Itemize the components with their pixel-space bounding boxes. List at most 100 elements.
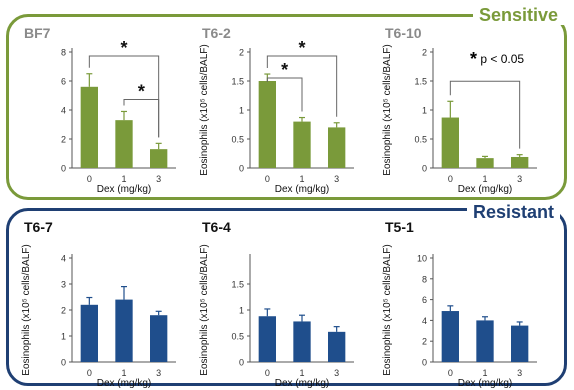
- y-tick-label: 1: [239, 306, 244, 316]
- x-axis-label: Dex (mg/kg): [97, 184, 151, 195]
- bar: [115, 299, 133, 362]
- chart-t6-7: T6-7 Eosinophils (x10⁵ cells/BALF) 0 1 2 3 4 0 1…: [21, 219, 176, 389]
- bar: [150, 149, 168, 168]
- y-axis-label: Eosinophils (x10⁵ cells/BALF): [382, 244, 393, 375]
- significance-bracket: [449, 80, 521, 149]
- y-tick-label: 0: [239, 358, 244, 368]
- y-tick-label: 0: [61, 164, 66, 174]
- significance-note: * p < 0.05: [470, 49, 524, 70]
- y-axis-label: Eosinophils (x10⁵ cells/BALF): [199, 44, 210, 175]
- x-axis-label: Dex (mg/kg): [97, 378, 151, 389]
- y-tick-label: 2: [422, 48, 427, 58]
- x-tick-label: 1: [482, 174, 487, 184]
- y-tick-label: 0: [422, 358, 427, 368]
- bar: [293, 321, 311, 362]
- significance-star: *: [138, 81, 145, 101]
- y-axis-label: Eosinophils (x10⁵ cells/BALF): [199, 244, 210, 375]
- x-tick-label: 1: [299, 368, 304, 378]
- y-tick-label: 2: [61, 306, 66, 316]
- y-axis-label: Eosinophils (x10⁵ cells/BALF): [21, 244, 32, 375]
- y-tick-label: 1: [422, 106, 427, 116]
- y-tick-label: 1.5: [231, 77, 244, 87]
- bar: [476, 320, 494, 362]
- bar: [80, 86, 98, 168]
- x-tick-label: 3: [156, 368, 161, 378]
- y-tick-label: 2: [61, 135, 66, 145]
- x-tick-label: 0: [87, 174, 92, 184]
- chart-title: T6-7: [24, 219, 53, 235]
- x-axis-label: Dex (mg/kg): [275, 184, 329, 195]
- resistant-label: Resistant: [466, 202, 560, 222]
- bar: [115, 120, 133, 168]
- y-tick-label: 0: [61, 358, 66, 368]
- bar: [328, 127, 346, 168]
- chart-title: T6-10: [385, 25, 422, 41]
- x-tick-label: 1: [482, 368, 487, 378]
- chart-t6-10: T6-10 Eosinophils (x10⁵ cells/BALF) 0 0.5 1 1…: [382, 25, 537, 195]
- bar: [328, 331, 346, 362]
- y-tick-label: 2: [239, 48, 244, 58]
- x-tick-label: 3: [334, 368, 339, 378]
- significance-bracket: [88, 55, 160, 138]
- significance-bracket: [266, 55, 338, 117]
- y-tick-label: 0.5: [231, 135, 244, 145]
- x-tick-label: 3: [517, 368, 522, 378]
- y-tick-label: 0: [422, 164, 427, 174]
- x-tick-label: 1: [299, 174, 304, 184]
- significance-bracket: [266, 77, 303, 112]
- x-tick-label: 1: [121, 174, 126, 184]
- x-tick-label: 0: [265, 368, 270, 378]
- significance-bracket: [123, 98, 160, 138]
- y-tick-label: 0: [239, 164, 244, 174]
- y-tick-label: 2: [422, 337, 427, 347]
- bar: [441, 117, 459, 168]
- y-tick-label: 0.5: [231, 332, 244, 342]
- y-tick-label: 6: [422, 295, 427, 305]
- chart-t6-4: T6-4 Eosinophils (x10⁵ cells/BALF) 0 0.5 1 1.…: [199, 219, 354, 389]
- sensitive-label: Sensitive: [472, 5, 564, 25]
- x-tick-label: 3: [334, 174, 339, 184]
- bar: [258, 81, 276, 168]
- bar: [80, 304, 98, 362]
- chart-title: T6-4: [202, 219, 231, 235]
- bar: [293, 121, 311, 168]
- x-tick-label: 0: [448, 174, 453, 184]
- y-tick-label: 4: [61, 254, 66, 264]
- y-tick-label: 10: [417, 254, 427, 264]
- chart-t6-2: T6-2 Eosinophils (x10⁵ cells/BALF) 0 0.5 1 1.…: [199, 25, 354, 195]
- chart-title: BF7: [24, 25, 51, 41]
- y-axis-label: Eosinophils (x10⁵ cells/BALF): [382, 44, 393, 175]
- y-tick-label: 8: [422, 274, 427, 284]
- bar: [150, 315, 168, 362]
- x-tick-label: 3: [156, 174, 161, 184]
- significance-star: *: [120, 38, 127, 58]
- y-tick-label: 4: [422, 316, 427, 326]
- x-tick-label: 0: [448, 368, 453, 378]
- y-tick-label: 3: [61, 280, 66, 290]
- y-tick-label: 8: [61, 48, 66, 58]
- chart-bf7: BF7 0 2 4 6 8 0 1 3 Dex (mg/kg) * *: [24, 25, 176, 195]
- y-tick-label: 1: [239, 106, 244, 116]
- significance-text: p < 0.05: [480, 52, 525, 66]
- x-axis-label: Dex (mg/kg): [458, 184, 512, 195]
- x-tick-label: 0: [265, 174, 270, 184]
- y-tick-label: 6: [61, 77, 66, 87]
- resistant-panel: [6, 208, 567, 386]
- x-tick-label: 3: [517, 174, 522, 184]
- bar: [441, 311, 459, 362]
- y-tick-label: 1: [61, 332, 66, 342]
- bar: [476, 158, 494, 168]
- x-axis-label: Dex (mg/kg): [275, 378, 329, 389]
- y-tick-label: 1.5: [414, 77, 427, 87]
- chart-title: T6-2: [202, 25, 231, 41]
- significance-star: *: [281, 60, 288, 80]
- bar: [511, 156, 529, 168]
- y-tick-label: 1.5: [231, 280, 244, 290]
- sensitive-panel: [6, 14, 567, 200]
- chart-title: T5-1: [385, 219, 414, 235]
- bar: [258, 316, 276, 362]
- x-tick-label: 1: [121, 368, 126, 378]
- x-axis-label: Dex (mg/kg): [458, 378, 512, 389]
- y-tick-label: 4: [61, 106, 66, 116]
